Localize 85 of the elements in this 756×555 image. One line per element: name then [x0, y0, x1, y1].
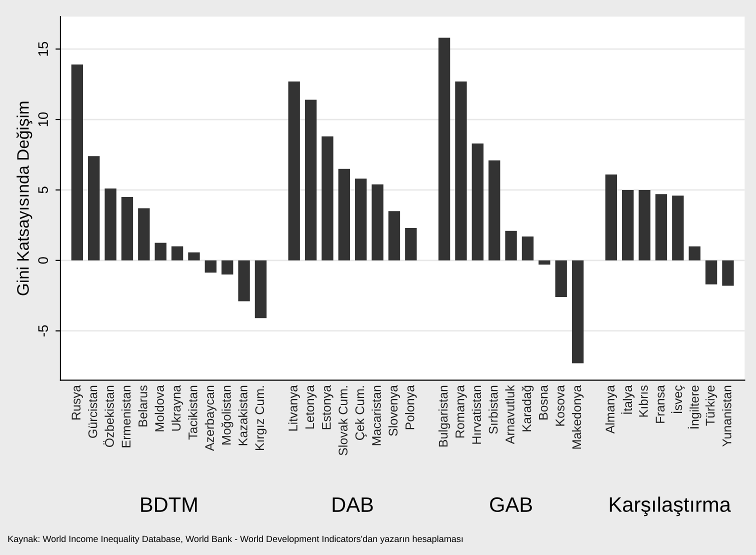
bar — [188, 252, 200, 260]
bar — [121, 197, 134, 260]
x-tick-label: Azerbaycan — [204, 386, 216, 452]
text: Karşılaştırma — [610, 496, 731, 516]
y-tick-label: 10 — [38, 112, 48, 126]
x-tick-label: Sırbistan — [488, 386, 498, 434]
x-tick-label: Romanya — [456, 385, 467, 438]
bar — [405, 228, 417, 260]
x-tick-label: Bosna — [539, 385, 548, 420]
bar — [622, 190, 634, 260]
x-tick-label: Özbekistan — [103, 386, 114, 447]
bar — [388, 211, 400, 260]
x-tick-label: Tacikistan — [188, 386, 198, 440]
bar — [572, 260, 584, 364]
bar — [455, 81, 467, 260]
bar — [138, 208, 150, 260]
text: GAB — [490, 497, 532, 512]
bar — [171, 246, 184, 260]
x-tick-label: Moğolistan — [221, 386, 234, 444]
x-tick-label: Almanya — [605, 385, 617, 434]
y-axis-title: Gini Katsayısında Değişim — [16, 102, 32, 296]
x-tick-label: İngiltere — [688, 386, 702, 428]
x-tick-label: Kazakistan — [238, 386, 248, 446]
x-tick-label: İtalya — [621, 385, 635, 414]
x-tick-label: Belarus — [138, 385, 148, 426]
x-tick-label: Litvanya — [288, 385, 300, 431]
x-tick-label: Kıbrıs — [638, 385, 648, 417]
bar — [338, 168, 350, 260]
bar — [722, 260, 734, 286]
bar — [372, 184, 384, 260]
bar — [88, 156, 100, 260]
bar — [288, 81, 300, 260]
x-tick-label: Bulgaristan — [438, 386, 450, 447]
x-tick-label: Moldova — [154, 385, 164, 432]
bar — [538, 260, 550, 265]
x-tick-label: Slovak Cum. — [338, 386, 348, 456]
x-tick-label: Rusya — [72, 385, 83, 420]
bar — [472, 143, 484, 260]
x-tick-label: Makedonya — [572, 385, 584, 449]
bar — [71, 64, 84, 260]
bar — [522, 236, 534, 260]
x-tick-label: Türkiye — [705, 386, 718, 426]
x-tick-label: Letonya — [305, 385, 317, 428]
text: BDTM — [141, 497, 197, 512]
x-tick-label: İsveç — [671, 385, 685, 414]
bar — [222, 260, 234, 274]
y-tick-label: 5 — [38, 186, 48, 194]
bar — [304, 100, 317, 260]
x-tick-label: Fransa — [656, 385, 665, 423]
text: Kaynak: World Income Inequality Database, World Bank - World Development Indicators'dan yazarın hesaplaması — [8, 535, 463, 544]
bar — [655, 194, 668, 260]
x-tick-label: Ermenistan — [121, 386, 131, 448]
x-tick-label: Polonya — [405, 385, 417, 430]
bar — [438, 38, 450, 260]
bar — [204, 260, 217, 273]
bar — [355, 178, 367, 260]
x-tick-label: Gürcistan — [88, 386, 98, 438]
x-tick-label: Arnavutluk — [505, 385, 514, 444]
x-tick-label: Çek Cum. — [355, 386, 367, 440]
x-tick-label: Slovenya — [388, 385, 400, 436]
bar — [555, 260, 567, 298]
x-tick-label: Karadağ — [522, 386, 534, 432]
text: DAB — [332, 497, 373, 512]
x-tick-label: Estonya — [322, 385, 334, 430]
x-tick-label: Hırvatistan — [472, 386, 482, 444]
x-tick-label: Ukrayna — [171, 385, 184, 431]
bar — [505, 230, 517, 260]
bar — [322, 136, 334, 260]
y-tick-label: 15 — [38, 42, 48, 56]
bar — [705, 260, 718, 284]
y-tick-label: 0 — [38, 257, 48, 264]
bar — [104, 188, 116, 260]
x-tick-label: Yunanistan — [722, 386, 732, 447]
bar — [638, 190, 650, 260]
x-tick-label: Macaristan — [372, 386, 381, 446]
bar — [254, 260, 267, 318]
bar — [688, 246, 700, 260]
y-tick-label: -5 — [38, 325, 48, 336]
bar — [488, 160, 500, 260]
x-tick-label: Kosova — [556, 385, 564, 426]
bar — [672, 196, 684, 260]
x-tick-label: Kırgız Cum. — [255, 386, 267, 450]
bar — [605, 174, 617, 260]
bar — [154, 242, 166, 260]
bar — [238, 260, 250, 302]
